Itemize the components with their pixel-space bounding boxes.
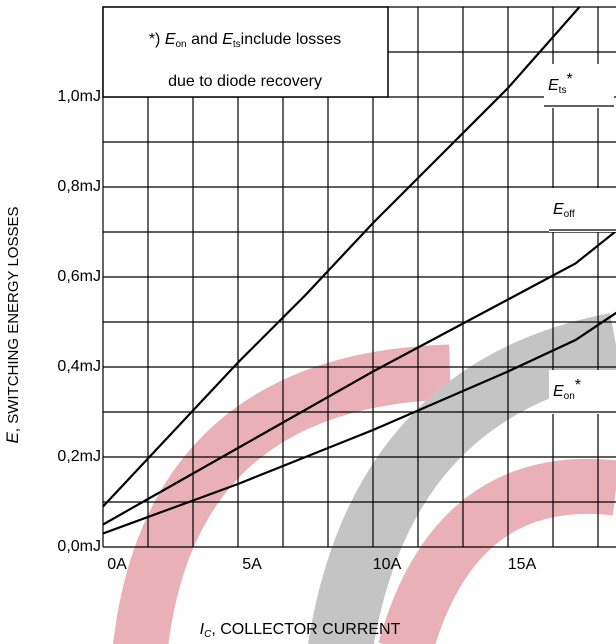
series-label-text: on <box>564 391 575 402</box>
page: {"chart_data":{"type":"line", "x":[0,2.5… <box>0 0 616 644</box>
chart: *) Eon and Etsinclude losses due to diod… <box>0 0 616 644</box>
series-label-text: off <box>564 209 575 220</box>
y-tick-label: 1,0mJ <box>57 88 101 105</box>
y-tick-label: 0,0mJ <box>57 538 101 555</box>
y-axis-title: E, SWITCHING ENERGY LOSSES <box>3 207 22 444</box>
axis-text: , COLLECTOR CURRENT <box>211 621 400 638</box>
x-tick-label: 0A <box>107 556 127 573</box>
axis-text: E <box>3 431 22 443</box>
note-text: on <box>176 39 187 50</box>
axis-text: , SWITCHING ENERGY LOSSES <box>5 207 22 433</box>
note-text: *) <box>149 31 165 48</box>
note-text: include losses <box>241 31 342 48</box>
x-tick-label: 15A <box>508 556 537 573</box>
y-tick-label: 0,8mJ <box>57 178 101 195</box>
series-label-text: * <box>566 71 572 88</box>
note-text: E <box>165 31 176 48</box>
note-text: and <box>187 31 223 48</box>
x-tick-label: 10A <box>373 556 402 573</box>
note-text: ts <box>233 39 241 50</box>
series-label-text: ts <box>559 85 567 96</box>
y-tick-label: 0,6mJ <box>57 268 101 285</box>
y-tick-label: 0,2mJ <box>57 448 101 465</box>
series-label-text: E <box>548 77 559 94</box>
note-line: due to diode recovery <box>168 73 322 90</box>
series-label-text: * <box>575 377 581 394</box>
series-label-text: E <box>553 201 564 218</box>
note-text: E <box>222 31 233 48</box>
x-axis-title: IC, COLLECTOR CURRENT <box>200 621 401 639</box>
y-tick-label: 0,4mJ <box>57 358 101 375</box>
x-tick-label: 5A <box>242 556 262 573</box>
series-label-text: E <box>553 383 564 400</box>
